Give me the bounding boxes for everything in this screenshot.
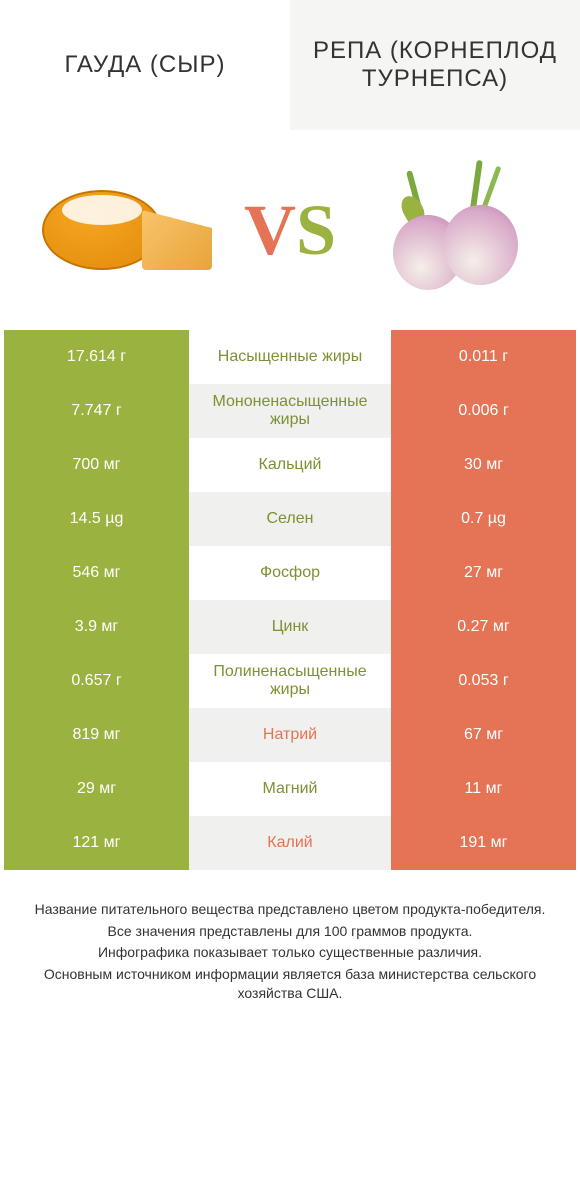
value-left: 0.657 г: [4, 654, 189, 708]
vs-label: VS: [244, 189, 336, 272]
footer: Название питательного вещества представл…: [0, 870, 580, 1026]
value-right: 0.006 г: [391, 384, 576, 438]
footer-line: Основным источником информации является …: [20, 965, 560, 1004]
table-row: 819 мгНатрий67 мг: [4, 708, 576, 762]
table-row: 17.614 гНасыщенные жиры0.011 г: [4, 330, 576, 384]
header-left: ГАУДА (СЫР): [0, 0, 290, 130]
table-row: 29 мгМагний11 мг: [4, 762, 576, 816]
value-left: 819 мг: [4, 708, 189, 762]
value-right: 191 мг: [391, 816, 576, 870]
table-row: 0.657 гПолиненасыщенные жиры0.053 г: [4, 654, 576, 708]
value-left: 121 мг: [4, 816, 189, 870]
table-row: 3.9 мгЦинк0.27 мг: [4, 600, 576, 654]
table-row: 14.5 µgСелен0.7 µg: [4, 492, 576, 546]
value-right: 0.011 г: [391, 330, 576, 384]
value-right: 30 мг: [391, 438, 576, 492]
value-right: 11 мг: [391, 762, 576, 816]
nutrient-label: Фосфор: [189, 546, 391, 600]
vs-v: V: [244, 190, 296, 270]
value-left: 700 мг: [4, 438, 189, 492]
table-row: 546 мгФосфор27 мг: [4, 546, 576, 600]
value-left: 14.5 µg: [4, 492, 189, 546]
nutrient-label: Насыщенные жиры: [189, 330, 391, 384]
right-image: [336, 130, 570, 330]
vs-s: S: [296, 190, 336, 270]
turnip-icon: [373, 160, 533, 300]
nutrient-label: Натрий: [189, 708, 391, 762]
value-right: 0.7 µg: [391, 492, 576, 546]
value-left: 29 мг: [4, 762, 189, 816]
nutrient-label: Магний: [189, 762, 391, 816]
value-left: 546 мг: [4, 546, 189, 600]
table-row: 121 мгКалий191 мг: [4, 816, 576, 870]
table-row: 700 мгКальций30 мг: [4, 438, 576, 492]
header: ГАУДА (СЫР) РЕПА (КОРНЕПЛОД ТУРНЕПСА): [0, 0, 580, 130]
value-right: 0.27 мг: [391, 600, 576, 654]
cheese-icon: [42, 180, 212, 280]
header-right: РЕПА (КОРНЕПЛОД ТУРНЕПСА): [290, 0, 580, 130]
value-right: 27 мг: [391, 546, 576, 600]
images-row: VS: [0, 130, 580, 330]
table-row: 7.747 гМононенасыщенные жиры0.006 г: [4, 384, 576, 438]
nutrient-label: Мононенасыщенные жиры: [189, 384, 391, 438]
value-right: 67 мг: [391, 708, 576, 762]
value-right: 0.053 г: [391, 654, 576, 708]
left-image: [10, 130, 244, 330]
nutrient-label: Полиненасыщенные жиры: [189, 654, 391, 708]
footer-line: Все значения представлены для 100 граммо…: [20, 922, 560, 942]
nutrient-label: Калий: [189, 816, 391, 870]
footer-line: Название питательного вещества представл…: [20, 900, 560, 920]
value-left: 7.747 г: [4, 384, 189, 438]
value-left: 17.614 г: [4, 330, 189, 384]
nutrient-label: Цинк: [189, 600, 391, 654]
comparison-table: 17.614 гНасыщенные жиры0.011 г7.747 гМон…: [0, 330, 580, 870]
footer-line: Инфографика показывает только существенн…: [20, 943, 560, 963]
nutrient-label: Селен: [189, 492, 391, 546]
value-left: 3.9 мг: [4, 600, 189, 654]
nutrient-label: Кальций: [189, 438, 391, 492]
